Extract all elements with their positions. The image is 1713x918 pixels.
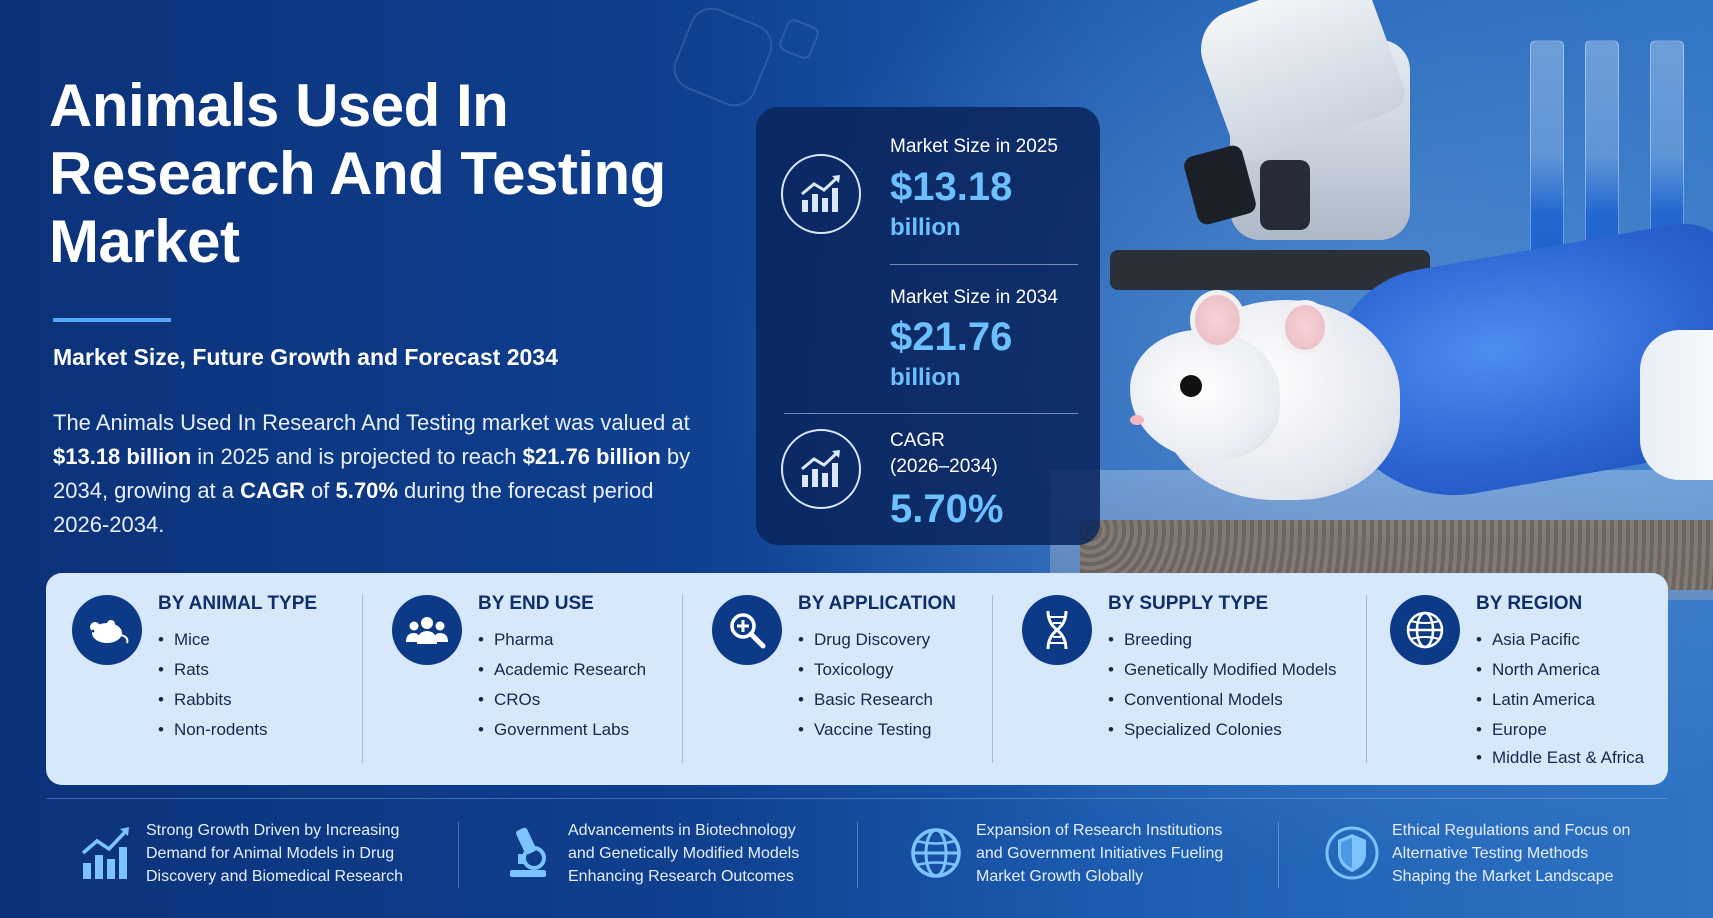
mouse-icon — [72, 595, 142, 665]
stat-value-cagr: 5.70% — [890, 487, 1004, 531]
driver-text: Expansion of Research Institutions and Go… — [976, 822, 1224, 885]
list-item: Specialized Colonies — [1108, 715, 1337, 745]
driver-divider — [1278, 822, 1279, 888]
segment-title: BY REGION — [1476, 593, 1583, 614]
list-item: Breeding — [1108, 625, 1337, 655]
stat-divider — [784, 413, 1078, 414]
list-item: Middle East & Africa — [1476, 745, 1644, 771]
segmentation-panel: BY ANIMAL TYPE Mice Rats Rabbits Non-rod… — [46, 573, 1668, 785]
driver-text: Advancements in Biotechnology and Genetic… — [568, 822, 800, 885]
dna-icon — [1022, 595, 1092, 665]
stat-unit-2034: billion — [890, 364, 961, 391]
stat-value-2034: $21.76 — [890, 315, 1013, 359]
summary-paragraph: The Animals Used In Research And Testing… — [53, 410, 691, 537]
list-item: Latin America — [1476, 685, 1644, 715]
stat-value-2025: $13.18 — [890, 165, 1013, 209]
shield-icon — [1322, 821, 1382, 885]
segment-end-use: BY END USE Pharma Academic Research CROs… — [366, 573, 682, 785]
list-item: Government Labs — [478, 715, 646, 745]
stat-unit-2025: billion — [890, 214, 961, 241]
drivers-divider — [46, 798, 1668, 799]
segment-title: BY SUPPLY TYPE — [1108, 593, 1269, 614]
driver-growth: Strong Growth Driven by Increasing Demand… — [76, 815, 456, 895]
stat-label-2034: Market Size in 2034 — [890, 287, 1058, 308]
segment-title: BY END USE — [478, 593, 594, 614]
list-item: Academic Research — [478, 655, 646, 685]
title-underline — [53, 318, 171, 322]
stat-label-2025: Market Size in 2025 — [890, 136, 1058, 157]
list-item: Conventional Models — [1108, 685, 1337, 715]
driver-text: Strong Growth Driven by Increasing Demand… — [146, 822, 403, 885]
list-item: Vaccine Testing — [798, 715, 933, 745]
list-item: Rats — [158, 655, 268, 685]
segment-application: BY APPLICATION Drug Discovery Toxicology… — [686, 573, 992, 785]
driver-biotech: Advancements in Biotechnology and Genetic… — [498, 815, 878, 895]
market-stats-card: Market Size in 2025 $13.18 billion Marke… — [756, 107, 1100, 545]
driver-expansion: Expansion of Research Institutions and Go… — [906, 815, 1286, 895]
driver-text: Ethical Regulations and Focus on Alternat… — [1392, 822, 1631, 885]
bar-chart-up-icon — [76, 821, 136, 885]
lab-rat-photo — [1050, 0, 1713, 600]
driver-divider — [458, 822, 459, 888]
segment-supply-type: BY SUPPLY TYPE Breeding Genetically Modi… — [996, 573, 1366, 785]
page-subtitle: Market Size, Future Growth and Forecast … — [53, 344, 558, 370]
segment-region: BY REGION Asia Pacific North America Lat… — [1364, 573, 1668, 785]
segment-title: BY APPLICATION — [798, 593, 956, 614]
driver-ethics: Ethical Regulations and Focus on Alternat… — [1322, 815, 1702, 895]
magnifier-plus-icon — [712, 595, 782, 665]
stat-divider — [890, 264, 1078, 265]
chart-up-icon — [781, 154, 861, 234]
page-title: Animals Used In Research And Testing Mar… — [49, 72, 666, 275]
microscope-icon — [498, 821, 558, 885]
segment-title: BY ANIMAL TYPE — [158, 593, 318, 614]
list-item: Mice — [158, 625, 268, 655]
segment-list: Drug Discovery Toxicology Basic Research… — [798, 625, 933, 745]
people-icon — [392, 595, 462, 665]
globe-icon — [1390, 595, 1460, 665]
stat-label-cagr: CAGR — [890, 430, 945, 451]
segment-divider — [1366, 595, 1367, 763]
segment-divider — [682, 595, 683, 763]
list-item: Asia Pacific — [1476, 625, 1644, 655]
list-item: Drug Discovery — [798, 625, 933, 655]
list-item: Non-rodents — [158, 715, 268, 745]
list-item: Toxicology — [798, 655, 933, 685]
list-item: Genetically Modified Models — [1108, 655, 1337, 685]
list-item: Pharma — [478, 625, 646, 655]
segment-list: Asia Pacific North America Latin America… — [1476, 625, 1644, 771]
globe-icon — [906, 821, 966, 885]
segment-divider — [362, 595, 363, 763]
segment-list: Pharma Academic Research CROs Government… — [478, 625, 646, 745]
segment-list: Breeding Genetically Modified Models Con… — [1108, 625, 1337, 745]
stat-label-cagr-period: (2026–2034) — [890, 456, 998, 477]
list-item: Basic Research — [798, 685, 933, 715]
list-item: Europe — [1476, 715, 1644, 745]
list-item: Rabbits — [158, 685, 268, 715]
chart-up-icon — [781, 429, 861, 509]
segment-animal-type: BY ANIMAL TYPE Mice Rats Rabbits Non-rod… — [46, 573, 362, 785]
segment-list: Mice Rats Rabbits Non-rodents — [158, 625, 268, 745]
list-item: North America — [1476, 655, 1644, 685]
list-item: CROs — [478, 685, 646, 715]
segment-divider — [992, 595, 993, 763]
driver-divider — [857, 822, 858, 888]
